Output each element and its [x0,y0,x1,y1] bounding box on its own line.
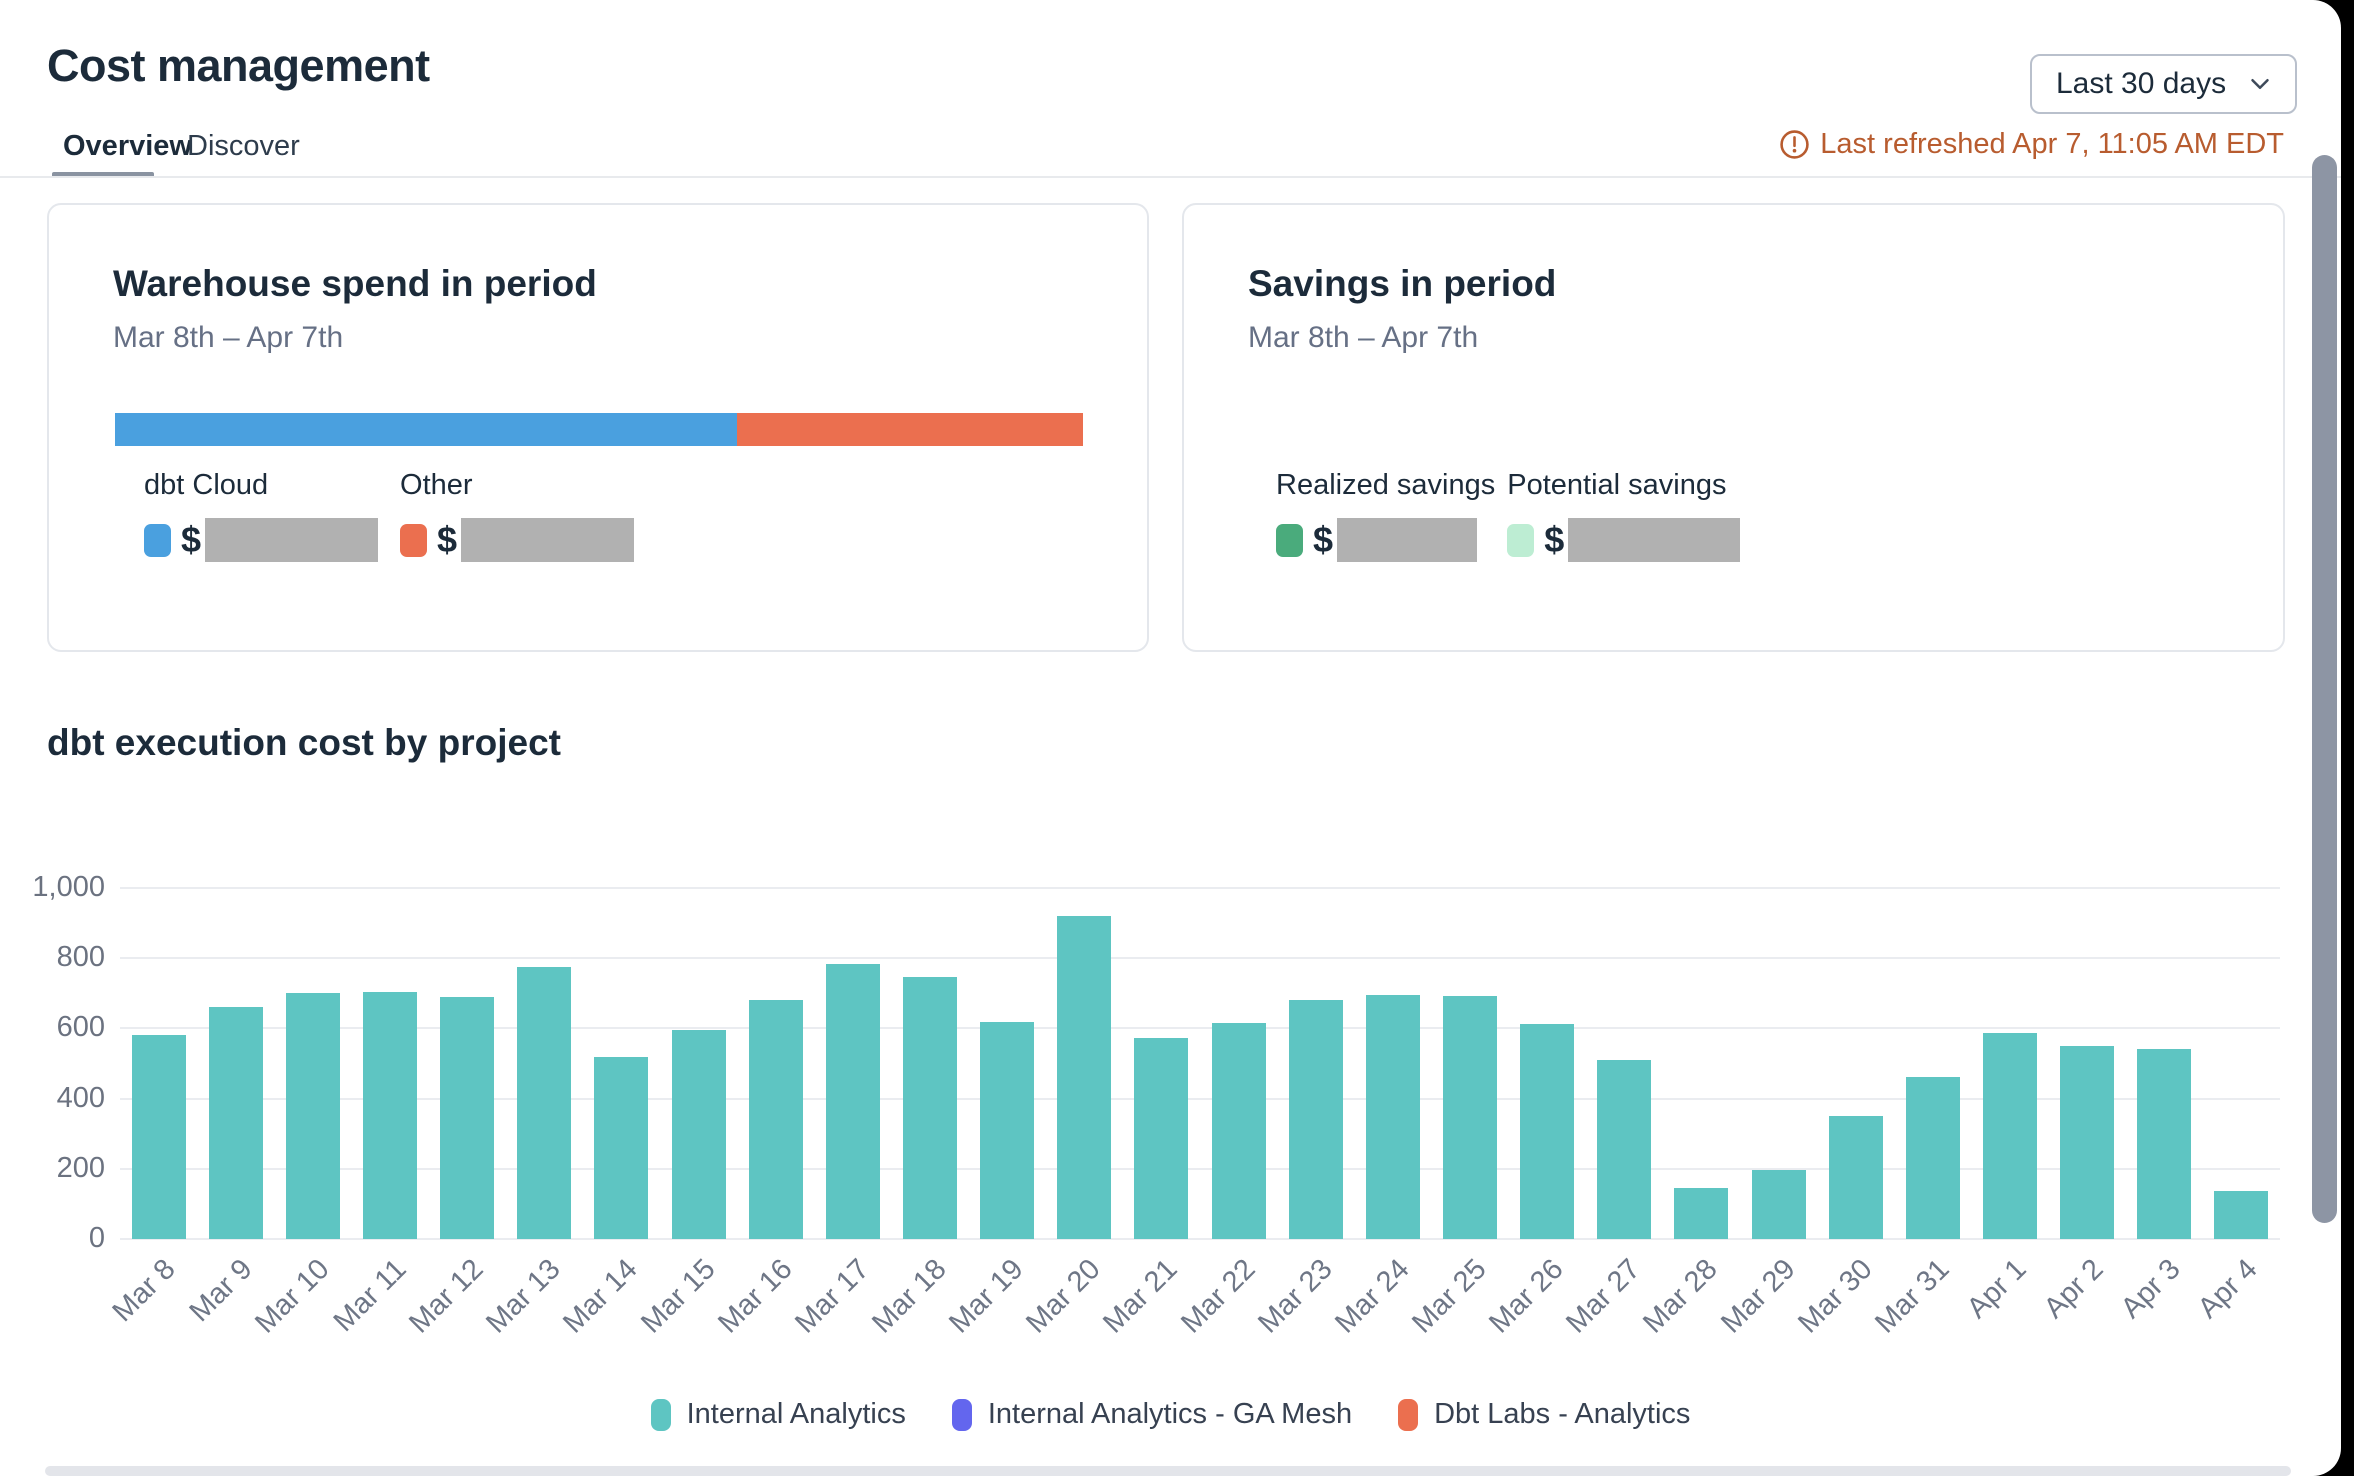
currency-symbol: $ [181,519,202,560]
savings-card: Savings in period Mar 8th – Apr 7th Real… [1182,203,2285,652]
chart-bar[interactable] [1365,994,1420,1239]
chart-bar[interactable] [980,1022,1035,1239]
spend-segment-other[interactable] [737,413,1083,446]
y-axis-tick-label: 200 [56,1151,105,1184]
chart-bar[interactable] [285,993,340,1239]
redacted-value [461,518,635,562]
chart-bar[interactable] [2060,1045,2115,1239]
legend-label: dbt Cloud [144,469,269,501]
gridline [120,887,2280,889]
currency-symbol: $ [437,519,458,560]
date-range-value: Last 30 days [2056,67,2227,100]
active-tab-indicator [52,172,154,178]
potential-savings-swatch [1507,523,1535,557]
chart-bar[interactable] [1905,1077,1960,1239]
warehouse-spend-card: Warehouse spend in period Mar 8th – Apr … [47,203,1149,652]
date-range-select[interactable]: Last 30 days [2030,54,2297,114]
savings-legend: Realized savings $ Potential savings $ [1276,469,1741,562]
chart-bar[interactable] [2137,1048,2192,1239]
chart-bar[interactable] [1134,1038,1189,1239]
currency-symbol: $ [1313,519,1334,560]
spend-segment-dbt-cloud[interactable] [115,413,738,446]
chart-bar[interactable] [1983,1033,2037,1239]
vertical-scrollbar-thumb[interactable] [2312,155,2337,1223]
legend-block-other: Other $ [400,469,635,562]
chart-bar[interactable] [594,1057,649,1239]
chart-legend-item[interactable]: Internal Analytics - GA Mesh [951,1398,1353,1431]
legend-label: Dbt Labs - Analytics [1434,1398,1691,1430]
last-refreshed-text: Last refreshed Apr 7, 11:05 AM EDT [1820,128,2284,160]
legend-block-dbt-cloud: dbt Cloud $ [144,469,379,562]
chart-legend-item[interactable]: Internal Analytics [650,1398,906,1431]
y-axis-tick-label: 600 [56,1011,105,1044]
realized-savings-swatch [1276,523,1303,557]
chart-bar[interactable] [825,963,880,1239]
chart-bar[interactable] [440,996,495,1239]
chart-bar[interactable] [1057,915,1112,1239]
alert-circle-icon [1780,130,1810,159]
chart-bar[interactable] [1674,1188,1729,1239]
spend-legend: dbt Cloud $ Other $ [144,469,635,562]
chart-bar[interactable] [1443,995,1497,1239]
legend-block-potential: Potential savings $ [1507,469,1741,562]
y-axis-tick-label: 1,000 [32,871,105,903]
chart-bar[interactable] [2214,1191,2269,1239]
gridline [120,1027,2280,1030]
chart-bar[interactable] [1751,1170,1806,1239]
chevron-down-icon [2251,79,2269,89]
y-axis: 0 200 400 600 800 1,000 [0,871,105,1254]
card-title: Savings in period [1248,263,1557,304]
y-axis-tick-label: 400 [56,1081,105,1114]
chart-legend: Internal Analytics Internal Analytics - G… [0,1398,2341,1431]
chart-bar[interactable] [1828,1116,1883,1239]
redacted-value [205,518,379,562]
legend-swatch [951,1398,972,1431]
last-refreshed-status: Last refreshed Apr 7, 11:05 AM EDT [1779,128,2284,161]
header-divider [0,176,2341,178]
currency-symbol: $ [1544,519,1565,560]
legend-label: Potential savings [1507,469,1727,501]
chart-bar[interactable] [1597,1060,1652,1239]
legend-swatch [1398,1398,1419,1431]
legend-label: Other [400,469,473,501]
tab-overview[interactable]: Overview [63,130,192,162]
page-title: Cost management [47,40,430,91]
gridline [120,1167,2280,1170]
gridline [120,1238,2280,1240]
card-date-range: Mar 8th – Apr 7th [1248,321,1479,354]
legend-swatch [650,1398,671,1431]
spend-stacked-bar [115,413,1083,446]
chart-bar[interactable] [903,977,957,1239]
chart-bar[interactable] [363,991,417,1239]
chart-bar[interactable] [517,966,572,1239]
redacted-value [1337,518,1478,562]
card-title: Warehouse spend in period [113,263,597,304]
other-swatch [400,523,428,557]
gridline [120,957,2280,960]
legend-label: Realized savings [1276,469,1496,501]
y-axis-tick-label: 800 [56,941,105,974]
horizontal-scrollbar-thumb[interactable] [45,1466,2291,1476]
chart-title: dbt execution cost by project [47,722,561,763]
redacted-value [1568,518,1741,562]
chart-bar[interactable] [671,1030,726,1239]
gridline [120,1097,2280,1100]
y-axis-tick-label: 0 [88,1222,105,1254]
chart-bar[interactable] [1288,999,1343,1239]
chart-legend-item[interactable]: Dbt Labs - Analytics [1398,1398,1690,1431]
legend-label: Internal Analytics [686,1398,906,1430]
legend-block-realized: Realized savings $ [1276,469,1495,562]
chart-bar[interactable] [1211,1022,1266,1239]
card-date-range: Mar 8th – Apr 7th [113,321,344,354]
bar-chart-plot: Mar 8 Mar 9 Mar 10 Mar 11 Mar 12 Mar 13 Mar 14… [106,887,2280,1339]
chart-bar[interactable] [131,1035,186,1239]
chart-bar[interactable] [1520,1024,1575,1239]
tab-discover[interactable]: Discover [187,130,300,162]
chart-bar[interactable] [208,1007,263,1239]
chart-bar[interactable] [748,999,803,1239]
legend-label: Internal Analytics - GA Mesh [987,1398,1353,1430]
dbt-cloud-swatch [144,523,171,557]
